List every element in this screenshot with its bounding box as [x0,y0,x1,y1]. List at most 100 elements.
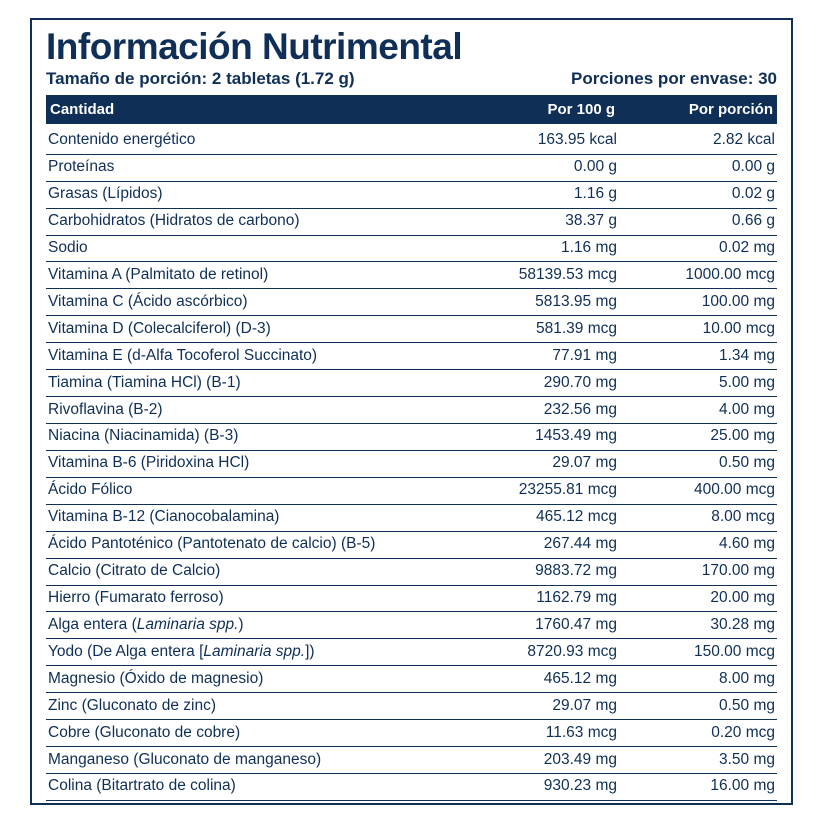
table-row: Tiamina (Tiamina HCl) (B-1)290.70 mg5.00… [46,370,777,397]
panel-subhead: Tamaño de porción: 2 tabletas (1.72 g) P… [46,69,777,89]
value-per-100g: 1453.49 mg [455,426,625,447]
value-per-100g: 1760.47 mg [455,615,625,636]
value-per-100g: 465.12 mcg [455,507,625,528]
nutrient-name: Ácido Pantoténico (Pantotenato de calcio… [48,534,455,555]
value-per-serving: 3.50 mg [625,750,775,771]
value-per-100g: 930.23 mg [455,776,625,797]
value-per-serving: 25.00 mg [625,426,775,447]
value-per-serving: 0.02 mg [625,238,775,259]
header-quantity: Cantidad [50,101,453,118]
nutrient-name: Yodo (De Alga entera [Laminaria spp.]) [48,642,455,663]
table-row: Cobre (Gluconato de cobre)11.63 mcg0.20 … [46,720,777,747]
value-per-serving: 0.20 mcg [625,723,775,744]
nutrient-name: Tiamina (Tiamina HCl) (B-1) [48,373,455,394]
nutrient-name: Proteínas [48,157,455,178]
value-per-serving: 400.00 mcg [625,480,775,501]
nutrient-name: Alga entera (Laminaria spp.) [48,615,455,636]
table-row: Hierro (Fumarato ferroso)1162.79 mg20.00… [46,586,777,613]
value-per-serving: 8.00 mcg [625,507,775,528]
table-row: Ácido Fólico23255.81 mcg400.00 mcg [46,478,777,505]
servings-per-container: Porciones por envase: 30 [571,69,777,89]
value-per-100g: 1162.79 mg [455,588,625,609]
nutrient-name: Cobre (Gluconato de cobre) [48,723,455,744]
nutrient-name: Magnesio (Óxido de magnesio) [48,669,455,690]
value-per-serving: 0.00 g [625,157,775,178]
value-per-serving: 1.34 mg [625,346,775,367]
table-row: Vitamina B-6 (Piridoxina HCl)29.07 mg0.5… [46,451,777,478]
table-row: Vitamina A (Palmitato de retinol)58139.5… [46,262,777,289]
table-row: Vitamina D (Colecalciferol) (D-3)581.39 … [46,316,777,343]
value-per-100g: 29.07 mg [455,453,625,474]
panel-title: Información Nutrimental [46,28,777,67]
table-row: Proteínas0.00 g0.00 g [46,155,777,182]
table-row: Carbohidratos (Hidratos de carbono)38.37… [46,209,777,236]
value-per-100g: 38.37 g [455,211,625,232]
nutrient-name: Rivoflavina (B-2) [48,400,455,421]
table-row: Manganeso (Gluconato de manganeso)203.49… [46,747,777,774]
table-row: Rivoflavina (B-2)232.56 mg4.00 mg [46,397,777,424]
table-row: Niacina (Niacinamida) (B-3)1453.49 mg25.… [46,424,777,451]
value-per-100g: 465.12 mg [455,669,625,690]
nutrient-name: Vitamina E (d-Alfa Tocoferol Succinato) [48,346,455,367]
value-per-serving: 4.60 mg [625,534,775,555]
table-row: Alga entera (Laminaria spp.)1760.47 mg30… [46,612,777,639]
nutrient-name: Vitamina A (Palmitato de retinol) [48,265,455,286]
value-per-serving: 0.66 g [625,211,775,232]
value-per-100g: 9883.72 mg [455,561,625,582]
table-row: Sodio1.16 mg0.02 mg [46,236,777,263]
table-row: Grasas (Lípidos)1.16 g0.02 g [46,182,777,209]
table-row: Yodo (De Alga entera [Laminaria spp.])87… [46,639,777,666]
value-per-100g: 232.56 mg [455,803,625,805]
value-per-100g: 232.56 mg [455,400,625,421]
nutrient-name: Hierro (Fumarato ferroso) [48,588,455,609]
nutrient-name: Vitamina D (Colecalciferol) (D-3) [48,319,455,340]
value-per-serving: 4.00 mg [625,803,775,805]
value-per-100g: 5813.95 mg [455,292,625,313]
value-per-100g: 58139.53 mcg [455,265,625,286]
value-per-100g: 163.95 kcal [455,130,625,151]
nutrient-name: Zinc (Gluconato de zinc) [48,696,455,717]
value-per-serving: 0.50 mg [625,453,775,474]
nutrient-name: Vitamina B-6 (Piridoxina HCl) [48,453,455,474]
value-per-serving: 0.02 g [625,184,775,205]
table-row: Ácido Pantoténico (Pantotenato de calcio… [46,532,777,559]
nutrient-name: Calcio (Citrato de Calcio) [48,561,455,582]
nutrient-name: Vitamina C (Ácido ascórbico) [48,292,455,313]
nutrient-name: Niacina (Niacinamida) (B-3) [48,426,455,447]
column-header-bar: Cantidad Por 100 g Por porción [46,95,777,124]
value-per-serving: 2.82 kcal [625,130,775,151]
value-per-100g: 0.00 g [455,157,625,178]
nutrient-name: Grasas (Lípidos) [48,184,455,205]
value-per-100g: 23255.81 mcg [455,480,625,501]
header-per-100g: Por 100 g [453,101,623,118]
value-per-100g: 290.70 mg [455,373,625,394]
value-per-100g: 581.39 mcg [455,319,625,340]
nutrient-name: Colina (Bitartrato de colina) [48,776,455,797]
value-per-serving: 1000.00 mcg [625,265,775,286]
table-row: Vitamina C (Ácido ascórbico)5813.95 mg10… [46,289,777,316]
value-per-serving: 16.00 mg [625,776,775,797]
value-per-serving: 30.28 mg [625,615,775,636]
value-per-serving: 150.00 mcg [625,642,775,663]
value-per-100g: 11.63 mcg [455,723,625,744]
value-per-serving: 10.00 mcg [625,319,775,340]
table-row: Contenido energético163.95 kcal2.82 kcal [46,128,777,155]
value-per-serving: 20.00 mg [625,588,775,609]
nutrient-name: Sodio [48,238,455,259]
value-per-100g: 8720.93 mcg [455,642,625,663]
nutrient-name: Manganeso (Gluconato de manganeso) [48,750,455,771]
serving-size: Tamaño de porción: 2 tabletas (1.72 g) [46,69,355,89]
value-per-serving: 100.00 mg [625,292,775,313]
value-per-serving: 4.00 mg [625,400,775,421]
value-per-serving: 5.00 mg [625,373,775,394]
value-per-serving: 8.00 mg [625,669,775,690]
value-per-100g: 203.49 mg [455,750,625,771]
nutrient-name: Alfalfa (Medicago sativa) (Hoja / Parte … [48,803,455,805]
value-per-100g: 1.16 mg [455,238,625,259]
value-per-serving: 0.50 mg [625,696,775,717]
nutrient-rows: Contenido energético163.95 kcal2.82 kcal… [46,128,777,805]
header-per-serving: Por porción [623,101,773,118]
table-row: Zinc (Gluconato de zinc)29.07 mg0.50 mg [46,693,777,720]
nutrition-panel: Información Nutrimental Tamaño de porció… [30,18,793,805]
value-per-100g: 267.44 mg [455,534,625,555]
